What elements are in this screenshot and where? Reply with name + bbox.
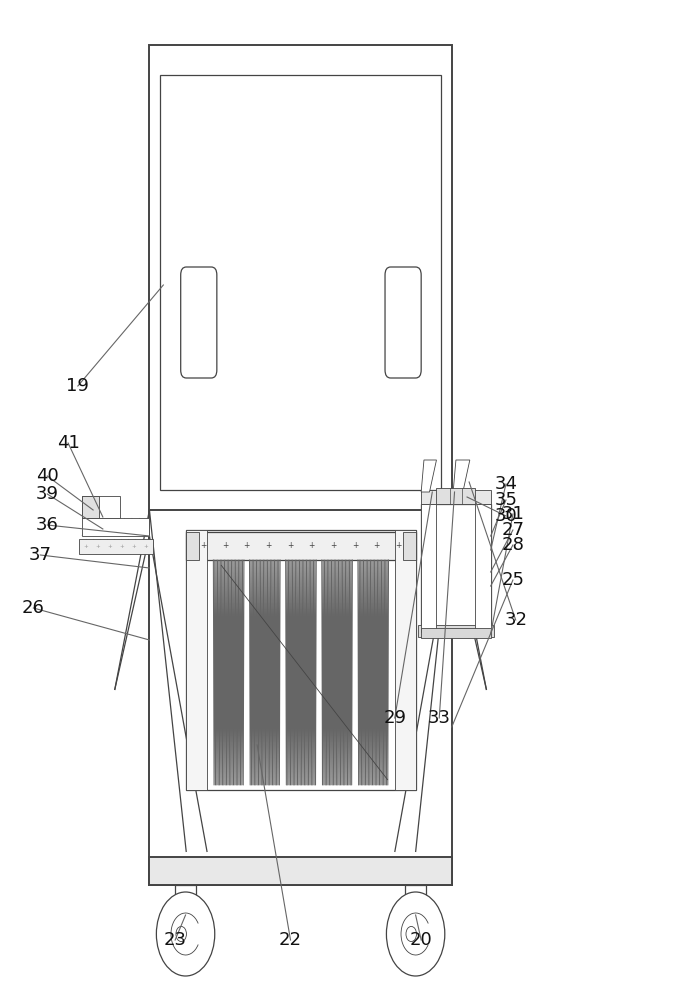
Text: +: +	[437, 494, 443, 499]
Circle shape	[176, 926, 186, 942]
Text: 26: 26	[22, 599, 44, 617]
Text: 31: 31	[502, 505, 524, 523]
Circle shape	[386, 892, 445, 976]
Text: +: +	[395, 542, 402, 550]
Bar	[418, 625, 494, 637]
Text: +: +	[352, 542, 358, 550]
Bar	[186, 532, 416, 560]
Text: 41: 41	[57, 434, 79, 452]
Bar	[405, 885, 426, 912]
Text: +: +	[309, 542, 315, 550]
Text: 22: 22	[279, 931, 302, 949]
Text: 40: 40	[36, 467, 58, 485]
Text: +: +	[469, 494, 475, 499]
Text: 19: 19	[67, 377, 89, 395]
FancyBboxPatch shape	[385, 267, 421, 378]
Bar	[421, 504, 436, 632]
Bar	[421, 504, 491, 632]
Text: 36: 36	[36, 516, 58, 534]
FancyBboxPatch shape	[181, 267, 217, 378]
Text: +: +	[453, 494, 459, 499]
Bar	[149, 857, 452, 885]
Bar	[82, 496, 99, 518]
Text: 27: 27	[501, 521, 525, 539]
Text: 28: 28	[502, 536, 524, 554]
Bar	[82, 518, 149, 536]
Circle shape	[406, 926, 416, 942]
Text: 20: 20	[410, 931, 432, 949]
Text: 34: 34	[494, 475, 518, 493]
Text: +: +	[83, 544, 88, 548]
Bar	[160, 75, 441, 490]
Text: +: +	[265, 542, 272, 550]
Bar	[436, 488, 475, 504]
Text: 37: 37	[28, 546, 52, 564]
Bar	[421, 628, 491, 638]
Text: +: +	[244, 542, 250, 550]
Text: +: +	[373, 542, 379, 550]
Bar	[475, 504, 491, 632]
Text: 23: 23	[163, 931, 187, 949]
Text: 32: 32	[504, 611, 528, 629]
Bar	[186, 532, 199, 560]
Text: 33: 33	[427, 709, 451, 727]
Bar	[421, 490, 491, 504]
Text: +: +	[287, 542, 293, 550]
Bar	[403, 532, 416, 560]
Text: +: +	[461, 494, 466, 499]
Circle shape	[156, 892, 215, 976]
Text: +: +	[107, 544, 112, 548]
Text: +: +	[120, 544, 124, 548]
Polygon shape	[453, 460, 470, 492]
Text: +: +	[144, 544, 148, 548]
Bar	[186, 530, 416, 790]
Text: +: +	[445, 494, 450, 499]
Bar	[82, 496, 120, 518]
Bar	[175, 885, 196, 912]
Bar	[79, 539, 153, 554]
Polygon shape	[421, 460, 436, 492]
Text: +: +	[200, 542, 207, 550]
Text: +: +	[131, 544, 136, 548]
Bar	[149, 45, 452, 885]
Bar	[395, 530, 416, 790]
Text: 30: 30	[495, 507, 517, 525]
Bar	[186, 530, 207, 790]
Text: 35: 35	[494, 491, 518, 509]
Text: +: +	[330, 542, 336, 550]
Text: +: +	[222, 542, 229, 550]
Text: 29: 29	[383, 709, 407, 727]
Text: +: +	[95, 544, 100, 548]
Text: 39: 39	[35, 485, 59, 503]
Text: 25: 25	[501, 571, 525, 589]
